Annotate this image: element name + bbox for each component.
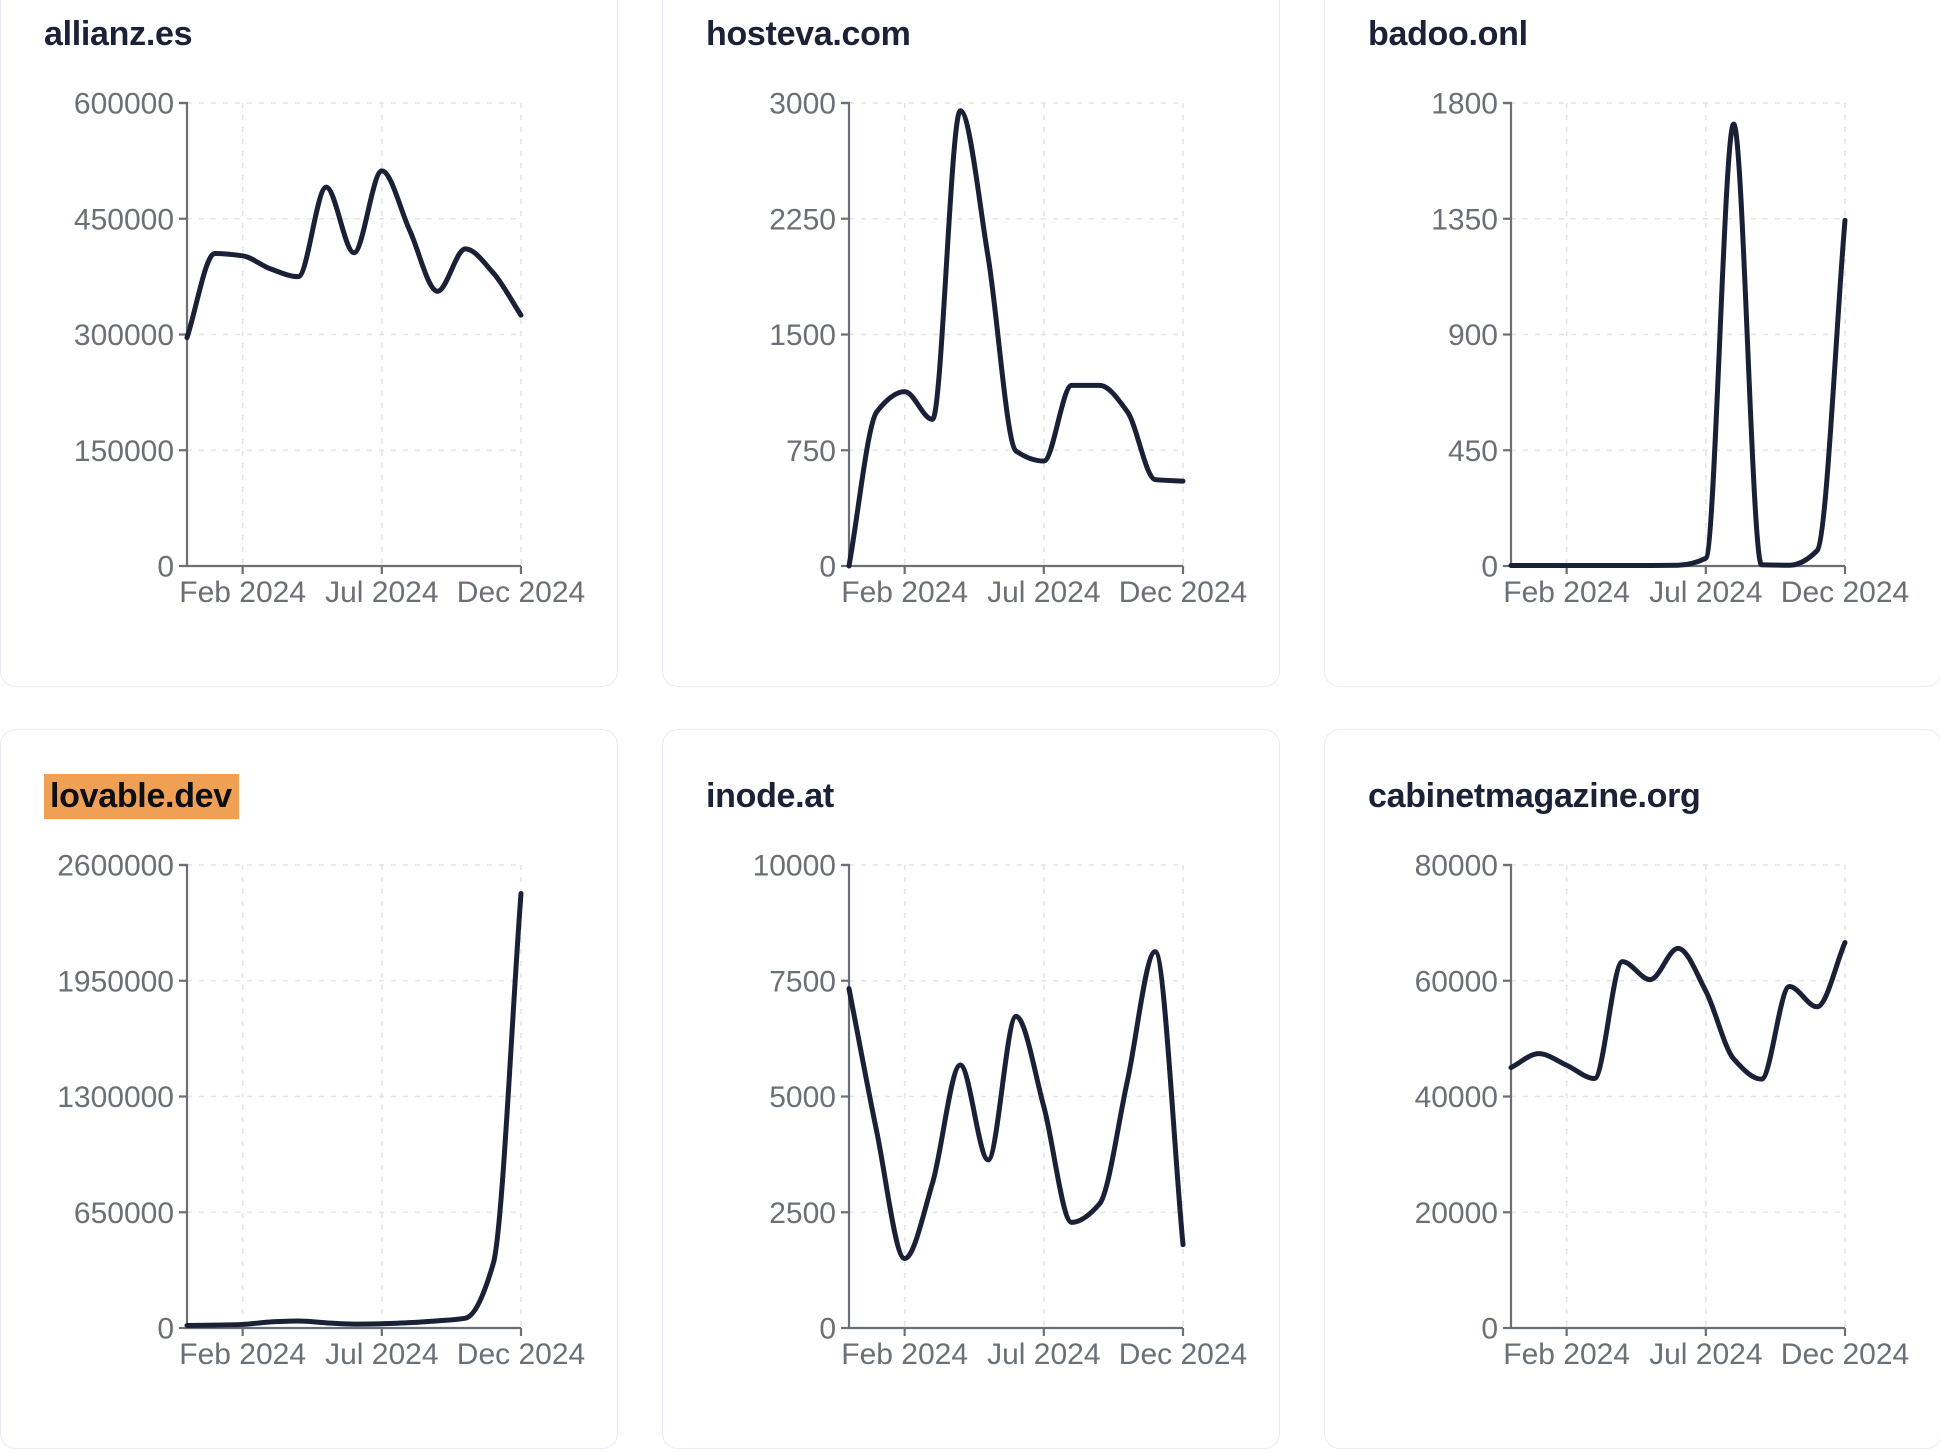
y-tick-label: 3000: [769, 88, 836, 121]
x-tick-label: Jul 2024: [1649, 576, 1762, 609]
y-tick-label: 10000: [753, 850, 836, 883]
chart-title[interactable]: allianz.es: [44, 15, 193, 53]
y-tick-label: 2250: [769, 203, 836, 236]
x-tick-label: Feb 2024: [179, 1338, 306, 1371]
y-tick-label: 5000: [769, 1081, 836, 1114]
series-line: [846, 108, 1186, 569]
axes: [841, 101, 1185, 574]
y-tick-label: 1300000: [57, 1081, 174, 1114]
series-line: [846, 949, 1186, 1262]
chart-title[interactable]: inode.at: [706, 777, 834, 815]
x-tick-label: Feb 2024: [179, 576, 306, 609]
y-tick-label: 1500: [769, 319, 836, 352]
line-chart: 0 750 1500 2250 3000 Feb 2024 Jul 2024 Dec 2024: [769, 88, 1247, 610]
x-tick-label: Jul 2024: [325, 576, 438, 609]
x-tick-label: Dec 2024: [1781, 576, 1909, 609]
y-tick-label: 1350: [1431, 203, 1498, 236]
series-line: [184, 168, 524, 341]
line-chart: 0 150000 300000 450000 600000 Feb 2024 Jul 202…: [74, 88, 585, 610]
chart-title-row: cabinetmagazine.org: [1368, 776, 1921, 823]
x-tick-label: Jul 2024: [1649, 1338, 1762, 1371]
y-tick-label: 900: [1448, 319, 1498, 352]
y-tick-label: 2500: [769, 1197, 836, 1230]
axes: [841, 863, 1185, 1336]
chart-title-row: badoo.onl: [1368, 14, 1921, 61]
series-line: [1508, 121, 1848, 568]
y-tick-label: 650000: [74, 1197, 174, 1230]
grid: [187, 864, 522, 1328]
grid: [187, 102, 522, 566]
x-tick-label: Dec 2024: [1119, 576, 1247, 609]
y-tick-label: 0: [1481, 1313, 1498, 1346]
line-chart: 0 2500 5000 7500 10000 Feb 2024 Jul 2024 Dec 20…: [753, 850, 1248, 1372]
chart-card-6[interactable]: cabinetmagazine.org 0 20000 40000 60000 8000…: [1324, 729, 1940, 1449]
x-tick-label: Dec 2024: [457, 1338, 585, 1371]
x-tick-label: Dec 2024: [1119, 1338, 1247, 1371]
axes: [179, 101, 523, 574]
chart-title[interactable]: hosteva.com: [706, 15, 911, 53]
axes: [179, 863, 523, 1336]
y-tick-label: 750: [786, 435, 836, 468]
grid: [849, 102, 1184, 566]
y-tick-label: 300000: [74, 319, 174, 352]
y-tick-label: 1800: [1431, 88, 1498, 121]
chart-title-row: hosteva.com: [706, 14, 1259, 61]
x-tick-label: Dec 2024: [1781, 1338, 1909, 1371]
chart-title-row: lovable.dev: [44, 774, 597, 823]
series-line: [1508, 940, 1848, 1082]
grid: [1511, 864, 1846, 1328]
chart-title[interactable]: lovable.dev: [44, 774, 239, 819]
line-chart: 0 650000 1300000 1950000 2600000 Feb 2024 Jul …: [57, 850, 585, 1372]
y-tick-label: 0: [157, 1313, 174, 1346]
y-tick-label: 0: [819, 1313, 836, 1346]
chart-card-3[interactable]: badoo.onl 0 450 900 1350 1800 Feb 2024 Jul 202…: [1324, 0, 1940, 687]
y-tick-label: 20000: [1415, 1197, 1498, 1230]
chart-card-1[interactable]: allianz.es 0 150000 300000 450000 600000 Feb …: [0, 0, 618, 687]
y-tick-label: 450: [1448, 435, 1498, 468]
x-tick-label: Dec 2024: [457, 576, 585, 609]
x-tick-label: Feb 2024: [1503, 1338, 1630, 1371]
x-tick-label: Jul 2024: [325, 1338, 438, 1371]
y-tick-label: 2600000: [57, 850, 174, 883]
chart-title[interactable]: badoo.onl: [1368, 15, 1528, 53]
line-chart: 0 450 900 1350 1800 Feb 2024 Jul 2024 Dec 2024: [1431, 88, 1909, 610]
x-tick-label: Feb 2024: [841, 1338, 968, 1371]
x-tick-label: Jul 2024: [987, 1338, 1100, 1371]
grid: [1511, 102, 1846, 566]
y-tick-label: 450000: [74, 203, 174, 236]
x-tick-label: Jul 2024: [987, 576, 1100, 609]
chart-title-row: inode.at: [706, 776, 1259, 823]
grid: [849, 864, 1184, 1328]
y-tick-label: 150000: [74, 435, 174, 468]
chart-title[interactable]: cabinetmagazine.org: [1368, 777, 1701, 815]
series-line: [184, 890, 524, 1329]
y-tick-label: 1950000: [57, 965, 174, 998]
y-tick-label: 600000: [74, 88, 174, 121]
axes: [1503, 863, 1847, 1336]
y-tick-label: 7500: [769, 965, 836, 998]
y-tick-label: 0: [1481, 551, 1498, 584]
chart-card-2[interactable]: hosteva.com 0 750 1500 2250 3000 Feb 2024 Jul …: [662, 0, 1280, 687]
line-chart: 0 20000 40000 60000 80000 Feb 2024 Jul 2024 Dec…: [1415, 850, 1910, 1372]
x-tick-label: Feb 2024: [841, 576, 968, 609]
y-tick-label: 0: [157, 551, 174, 584]
chart-title-row: allianz.es: [44, 14, 597, 61]
y-tick-label: 80000: [1415, 850, 1498, 883]
x-tick-label: Feb 2024: [1503, 576, 1630, 609]
axes: [1503, 101, 1847, 574]
y-tick-label: 60000: [1415, 965, 1498, 998]
y-tick-label: 0: [819, 551, 836, 584]
y-tick-label: 40000: [1415, 1081, 1498, 1114]
chart-card-4[interactable]: lovable.dev 0 650000 1300000 1950000 2600000…: [0, 729, 618, 1449]
chart-card-5[interactable]: inode.at 0 2500 5000 7500 10000 Feb 2024 Jul 2…: [662, 729, 1280, 1449]
